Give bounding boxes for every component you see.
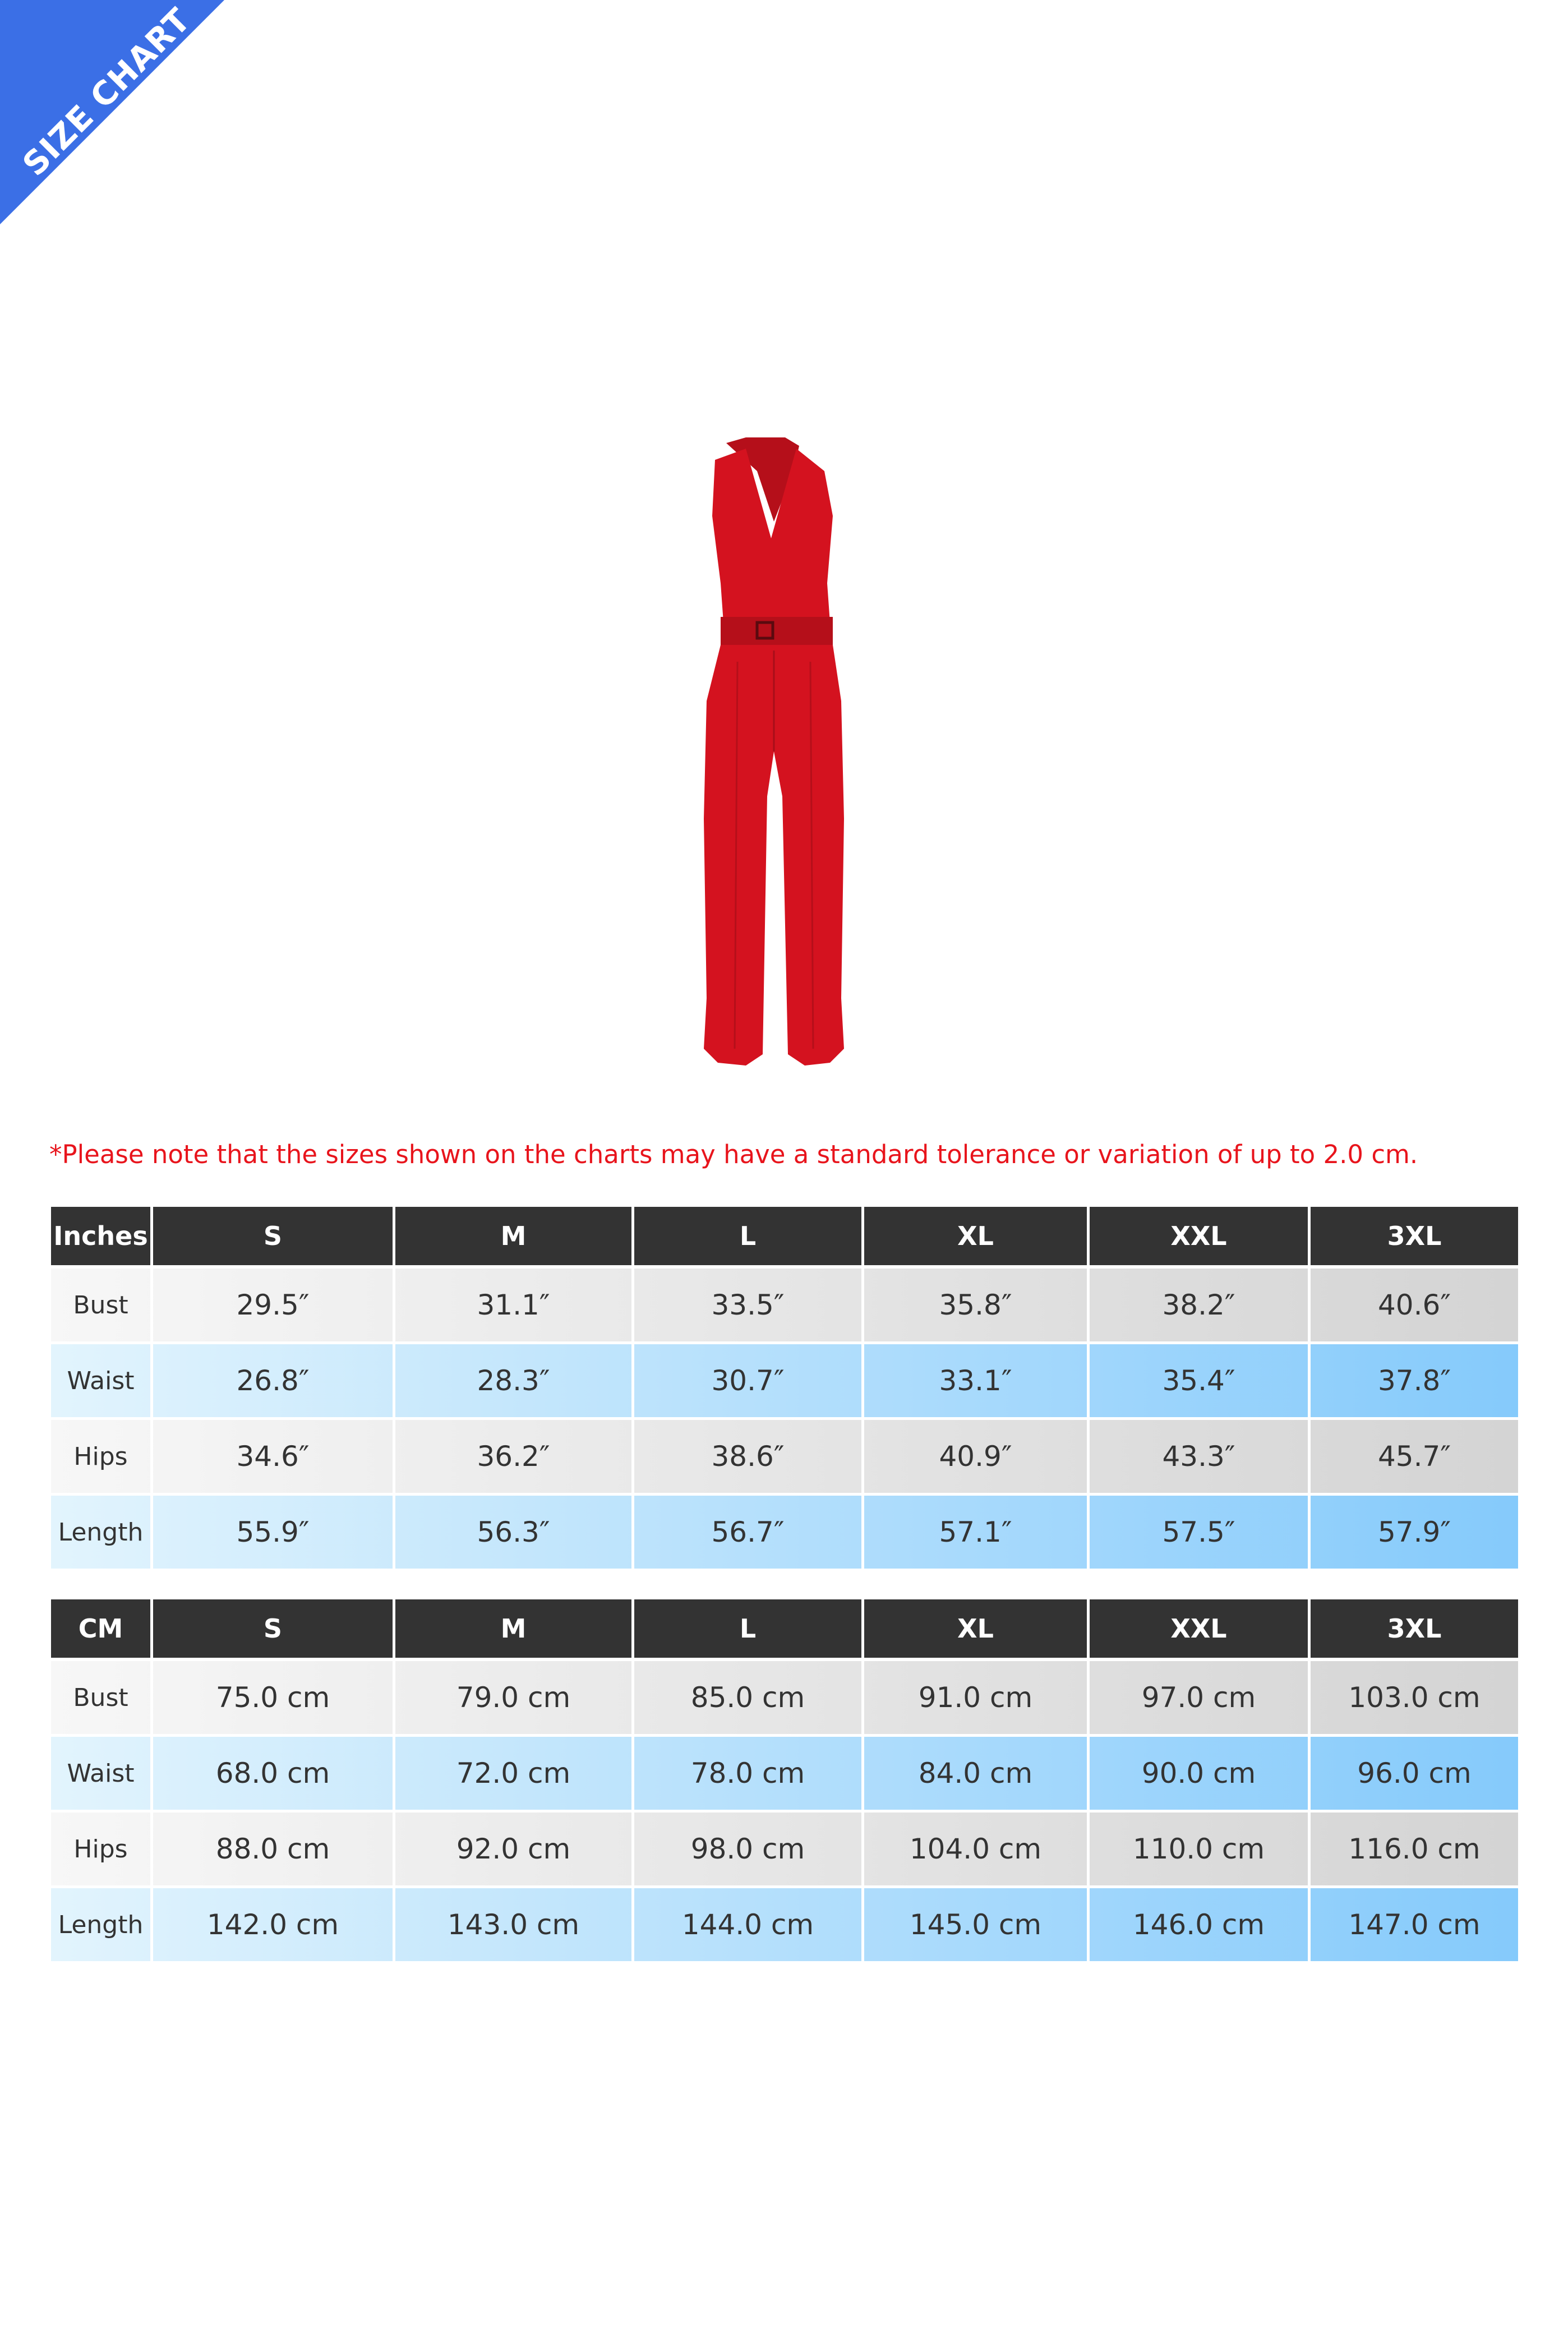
table-cell: 35.4″	[1087, 1344, 1308, 1417]
table-cell: 40.6″	[1308, 1269, 1518, 1341]
table-cell: 34.6″	[150, 1420, 393, 1493]
table-cell: S	[150, 1207, 393, 1265]
table-cell: 43.3″	[1087, 1420, 1308, 1493]
table-cell: 40.9″	[861, 1420, 1087, 1493]
table-cell: 90.0 cm	[1087, 1737, 1308, 1810]
table-cell: 38.2″	[1087, 1269, 1308, 1341]
table-row: Length 142.0 cm 143.0 cm 144.0 cm 145.0 cm 14…	[51, 1888, 1518, 1964]
table-cell: 84.0 cm	[861, 1737, 1087, 1810]
size-chart-banner: SIZE CHART	[0, 0, 224, 224]
table-cell: 75.0 cm	[150, 1661, 393, 1734]
table-header-row: CM S M L XL XXL 3XL	[51, 1599, 1518, 1661]
table-header-row: Inches S M L XL XXL 3XL	[51, 1207, 1518, 1269]
table-cell: 57.5″	[1087, 1496, 1308, 1569]
table-row: Hips 88.0 cm 92.0 cm 98.0 cm 104.0 cm 110.0 c…	[51, 1813, 1518, 1888]
table-cell: 56.7″	[631, 1496, 861, 1569]
table-cell: 110.0 cm	[1087, 1813, 1308, 1885]
table-cell: 28.3″	[393, 1344, 631, 1417]
table-cell: 92.0 cm	[393, 1813, 631, 1885]
table-cell: 72.0 cm	[393, 1737, 631, 1810]
row-label: Bust	[73, 1683, 128, 1712]
cm-size-table: CM S M L XL XXL 3XL Bust 75.0 cm 79.0 cm 85.0 cm 91…	[51, 1599, 1518, 1964]
row-label: Hips	[73, 1834, 128, 1864]
tolerance-note: *Please note that the sizes shown on the…	[49, 1140, 1418, 1169]
row-label: Hips	[73, 1442, 128, 1471]
table-row: Bust 29.5″ 31.1″ 33.5″ 35.8″ 38.2″ 40.6″	[51, 1269, 1518, 1344]
table-cell: 3XL	[1308, 1207, 1518, 1265]
table-cell: 145.0 cm	[861, 1888, 1087, 1961]
table-cell: 35.8″	[861, 1269, 1087, 1341]
table-cell: 103.0 cm	[1308, 1661, 1518, 1734]
table-row: Bust 75.0 cm 79.0 cm 85.0 cm 91.0 cm 97.0 cm 1…	[51, 1661, 1518, 1737]
table-cell: 97.0 cm	[1087, 1661, 1308, 1734]
table-cell: 98.0 cm	[631, 1813, 861, 1885]
row-label: Bust	[73, 1290, 128, 1320]
table-cell: 116.0 cm	[1308, 1813, 1518, 1885]
table-cell: 57.1″	[861, 1496, 1087, 1569]
table-cell: 29.5″	[150, 1269, 393, 1341]
table-cell: 146.0 cm	[1087, 1888, 1308, 1961]
table-cell: S	[150, 1599, 393, 1658]
table-cell: 144.0 cm	[631, 1888, 861, 1961]
table-cell: 143.0 cm	[393, 1888, 631, 1961]
table-cell: 30.7″	[631, 1344, 861, 1417]
table-cell: 36.2″	[393, 1420, 631, 1493]
table-cell: 78.0 cm	[631, 1737, 861, 1810]
table-cell: 79.0 cm	[393, 1661, 631, 1734]
table-cell: 88.0 cm	[150, 1813, 393, 1885]
table-cell: 55.9″	[150, 1496, 393, 1569]
table-cell: 147.0 cm	[1308, 1888, 1518, 1961]
table-cell: 91.0 cm	[861, 1661, 1087, 1734]
table-cell: 104.0 cm	[861, 1813, 1087, 1885]
table-row: Waist 26.8″ 28.3″ 30.7″ 33.1″ 35.4″ 37.8″	[51, 1344, 1518, 1420]
row-label: Waist	[67, 1366, 135, 1395]
table-cell: 31.1″	[393, 1269, 631, 1341]
row-label: Waist	[67, 1759, 135, 1788]
table-cell: 33.5″	[631, 1269, 861, 1341]
table-cell: 96.0 cm	[1308, 1737, 1518, 1810]
table-row: Length 55.9″ 56.3″ 56.7″ 57.1″ 57.5″ 57.9″	[51, 1496, 1518, 1571]
product-image	[704, 437, 844, 1066]
table-cell: 3XL	[1308, 1599, 1518, 1658]
row-label: Length	[58, 1518, 144, 1547]
table-cell: XL	[861, 1207, 1087, 1265]
table-cell: 85.0 cm	[631, 1661, 861, 1734]
table-cell: 56.3″	[393, 1496, 631, 1569]
banner-triangle	[0, 0, 224, 224]
table-row: Waist 68.0 cm 72.0 cm 78.0 cm 84.0 cm 90.0 cm…	[51, 1737, 1518, 1813]
row-label: CM	[78, 1613, 123, 1644]
table-cell: M	[393, 1207, 631, 1265]
row-label: Length	[58, 1910, 144, 1939]
table-cell: 68.0 cm	[150, 1737, 393, 1810]
table-cell: M	[393, 1599, 631, 1658]
table-cell: L	[631, 1599, 861, 1658]
table-cell: XXL	[1087, 1599, 1308, 1658]
table-cell: 57.9″	[1308, 1496, 1518, 1569]
row-label: Inches	[53, 1221, 148, 1251]
inches-size-table: Inches S M L XL XXL 3XL Bust 29.5″ 31.1″ 33.5″ 35.8…	[51, 1207, 1518, 1571]
table-cell: XL	[861, 1599, 1087, 1658]
table-row: Hips 34.6″ 36.2″ 38.6″ 40.9″ 43.3″ 45.7″	[51, 1420, 1518, 1496]
table-cell: 37.8″	[1308, 1344, 1518, 1417]
table-cell: 142.0 cm	[150, 1888, 393, 1961]
table-cell: 33.1″	[861, 1344, 1087, 1417]
table-cell: 38.6″	[631, 1420, 861, 1493]
table-cell: 26.8″	[150, 1344, 393, 1417]
table-cell: XXL	[1087, 1207, 1308, 1265]
table-cell: L	[631, 1207, 861, 1265]
table-cell: 45.7″	[1308, 1420, 1518, 1493]
